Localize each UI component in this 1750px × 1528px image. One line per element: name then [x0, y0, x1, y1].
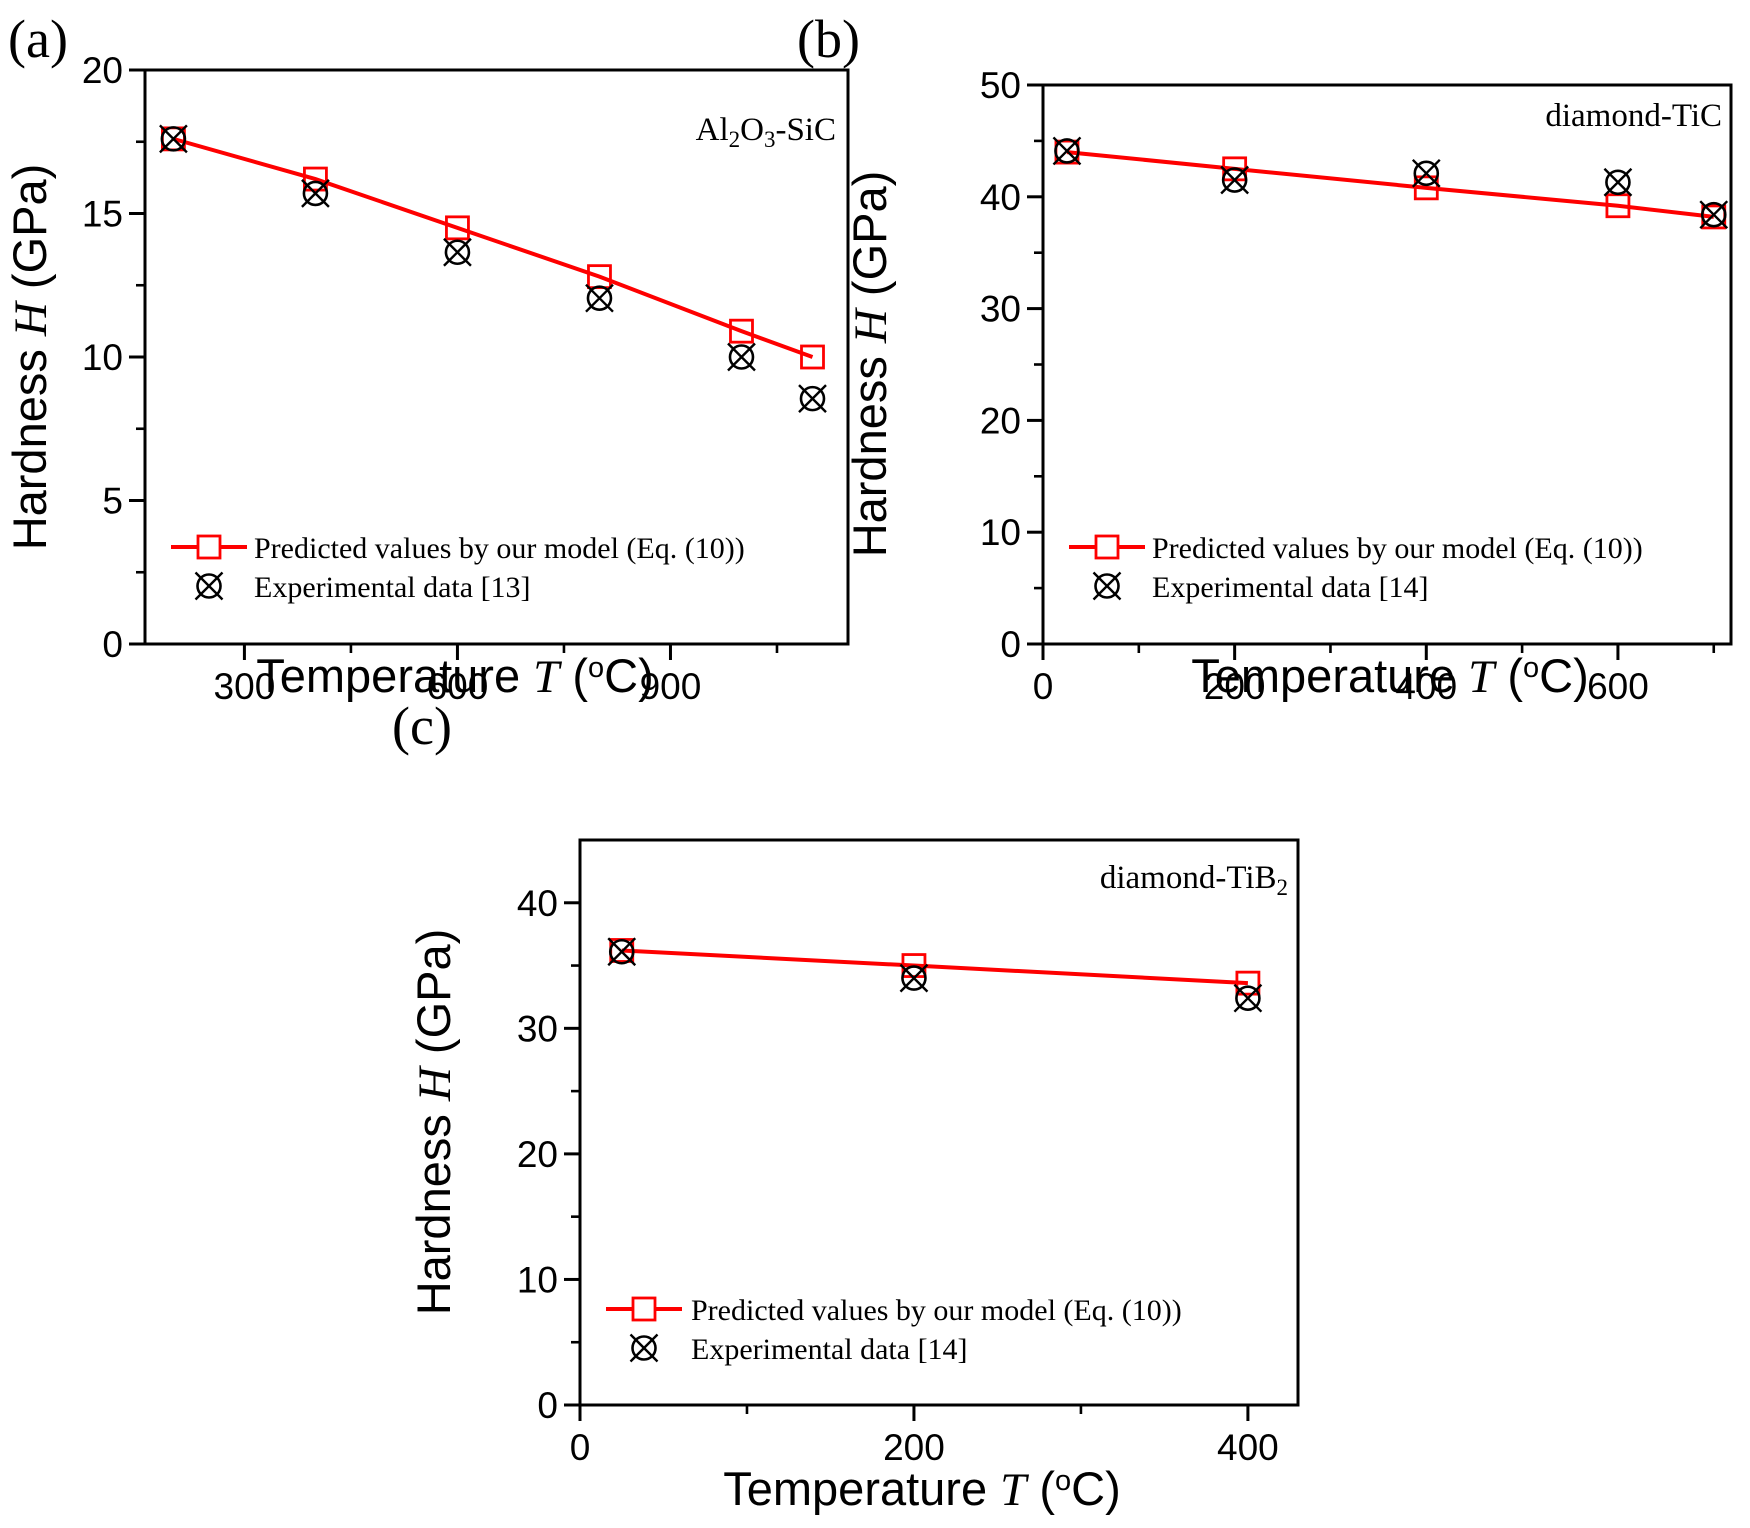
panel-c-experimental-marker-x — [899, 963, 929, 993]
panel-b-predicted-marker-square — [1413, 175, 1439, 201]
panel-c-legend: Predicted values by our model (Eq. (10))… — [606, 1294, 1182, 1366]
panel-c-y-axis-title: Hardness H (GPa) — [407, 929, 461, 1316]
panel-b-y-tick-label: 0 — [1000, 624, 1021, 665]
panel-a-experimental-marker-x — [585, 283, 614, 313]
panel-a-experimental-marker-circle — [160, 126, 187, 152]
panel-b-y-tick-label: 40 — [980, 177, 1021, 218]
panel-b-predicted-line — [1066, 150, 1714, 219]
panel-c-x-tick-label: 0 — [570, 1427, 591, 1468]
panel-c-y-tick-label: 20 — [517, 1134, 558, 1175]
panel-a-legend-predicted-square — [196, 534, 222, 560]
panel-a-legend-experimental-icon-x — [194, 571, 224, 601]
panel-a-y-tick-label: 10 — [82, 337, 123, 378]
panel-c-predicted-line — [621, 948, 1249, 986]
panel-a-predicted-line — [172, 136, 814, 359]
panel-c-experimental-marker-x — [607, 937, 637, 967]
panel-b-x-tick-label: 0 — [1033, 666, 1054, 707]
panel-c-legend-experimental-label: Experimental data [14] — [691, 1333, 968, 1366]
panel-a-predicted-marker-square — [729, 318, 754, 344]
panel-c-legend-predicted-label: Predicted values by our model (Eq. (10)) — [691, 1294, 1182, 1327]
panel-a-experimental-marker-x — [443, 237, 472, 267]
panel-b-plot: 0 200 400 600 0 10 20 30 40 50 Temperature T (oC) H… — [843, 65, 1733, 707]
panel-a-experimental-marker-x — [159, 124, 188, 154]
panel-b-label: (b) — [797, 9, 860, 69]
panel-a-y-axis-title: Hardness H (GPa) — [3, 164, 57, 551]
panel-b-y-tick-label: 10 — [980, 512, 1021, 553]
panel-b-x-tick-label: 400 — [1395, 666, 1457, 707]
panel-b-x-tick-label: 600 — [1587, 666, 1649, 707]
panel-a-predicted-marker-square — [800, 344, 825, 370]
panel-b-legend-experimental-icon-circle — [1094, 573, 1120, 599]
panel-b-experimental-marker-circle — [1700, 201, 1727, 228]
panel-c-experimental-marker-circle — [1235, 985, 1261, 1012]
panel-a-experimental-marker-circle — [586, 285, 613, 311]
panel-b-y-tick-label: 30 — [980, 289, 1021, 330]
panel-c-x-tick-label: 400 — [1217, 1427, 1279, 1468]
panel-a-experimental-marker-x — [798, 384, 827, 413]
panel-a-material-annotation: Al2O3-SiC — [696, 112, 836, 152]
panel-b-experimental-marker-x — [1052, 136, 1082, 166]
panel-c-legend-experimental-icon-circle — [631, 1335, 657, 1361]
panel-b-experimental-marker-circle — [1054, 138, 1080, 164]
panel-b-experimental-marker-circle — [1221, 167, 1248, 193]
panel-b-legend-predicted-label: Predicted values by our model (Eq. (10)) — [1152, 532, 1643, 565]
panel-c-legend-predicted-square — [631, 1296, 657, 1322]
panel-b-y-tick-label: 20 — [980, 400, 1021, 441]
panel-a-experimental-marker-x — [301, 179, 330, 208]
panel-c-plot: 0 200 400 0 10 20 30 40 Temperature T (oC) Hardne… — [407, 838, 1300, 1516]
panel-b-legend-experimental-icon-x — [1092, 571, 1122, 601]
panel-a-x-axis-title: Temperature T (oC) — [256, 649, 654, 703]
panel-a-x-tick-label: 300 — [214, 666, 276, 707]
panel-c-x-axis-title: Temperature T (oC) — [723, 1462, 1121, 1516]
panel-a-legend-experimental-label: Experimental data [13] — [254, 571, 531, 604]
panel-a-legend: Predicted values by our model (Eq. (10))… — [171, 532, 745, 604]
panel-c-y-tick-label: 30 — [517, 1008, 558, 1049]
panel-a-legend-predicted-label: Predicted values by our model (Eq. (10)) — [254, 532, 745, 565]
panel-a-y-tick-label: 0 — [102, 624, 123, 665]
panel-c-legend-experimental-icon-x — [629, 1333, 659, 1363]
panel-a-label: (a) — [8, 9, 68, 69]
panel-a-experimental-marker-circle — [799, 385, 826, 412]
panel-c-experimental-marker-x — [1233, 983, 1263, 1013]
panel-b-legend-predicted-square — [1094, 534, 1120, 560]
panel-b-material-annotation: diamond-TiC — [1545, 98, 1722, 134]
panel-c-material-annotation: diamond-TiB2 — [1100, 860, 1288, 900]
panel-c-y-tick-label: 40 — [517, 883, 558, 924]
panel-c-x-tick-label: 200 — [883, 1427, 945, 1468]
panel-b-experimental-marker-circle — [1413, 160, 1440, 187]
panel-b-experimental-marker-x — [1603, 167, 1633, 197]
panel-b-y-axis-title: Hardness H (GPa) — [843, 171, 897, 558]
panel-b-legend-experimental-label: Experimental data [14] — [1152, 571, 1429, 604]
panel-b-legend: Predicted values by our model (Eq. (10))… — [1069, 532, 1643, 604]
panel-b-x-tick-label: 200 — [1204, 666, 1266, 707]
panel-b-experimental-marker-circle — [1605, 169, 1631, 196]
panel-c-predicted-marker-square — [1235, 970, 1261, 996]
panel-a-y-tick-label: 20 — [82, 50, 123, 91]
panel-b-experimental-marker-x — [1411, 158, 1441, 188]
panel-a-plot: 300 600 900 0 5 10 15 20 Temperature T (oC) Hardn… — [3, 50, 850, 707]
panel-a-experimental-marker-circle — [728, 344, 755, 370]
panel-a-predicted-marker-square — [303, 166, 328, 192]
panel-a-y-tick-label: 15 — [82, 194, 123, 235]
panel-c-experimental-marker-circle — [901, 965, 927, 991]
panel-a-x-tick-label: 900 — [640, 666, 702, 707]
panel-c-frame — [578, 838, 1300, 1407]
panel-b-experimental-marker-x — [1220, 165, 1249, 195]
panel-c-experimental-marker-circle — [608, 938, 635, 965]
panel-c-label: (c) — [392, 696, 452, 756]
panel-b-y-tick-label: 50 — [980, 65, 1021, 106]
panel-a-experimental-marker-circle — [444, 239, 471, 266]
panel-c-y-tick-label: 0 — [537, 1385, 558, 1426]
panel-a-experimental-marker-circle — [302, 180, 329, 207]
panel-a-legend-experimental-icon-circle — [196, 573, 222, 599]
panel-a-predicted-marker-square — [445, 215, 470, 241]
panel-a-experimental-marker-x — [727, 342, 756, 372]
panel-b-experimental-marker-x — [1699, 200, 1729, 230]
panel-b-x-axis-title: Temperature T (oC) — [1191, 649, 1589, 703]
panel-c-y-tick-label: 10 — [517, 1259, 558, 1300]
panel-a-x-tick-label: 600 — [427, 666, 489, 707]
panel-a-y-tick-label: 5 — [102, 481, 123, 522]
